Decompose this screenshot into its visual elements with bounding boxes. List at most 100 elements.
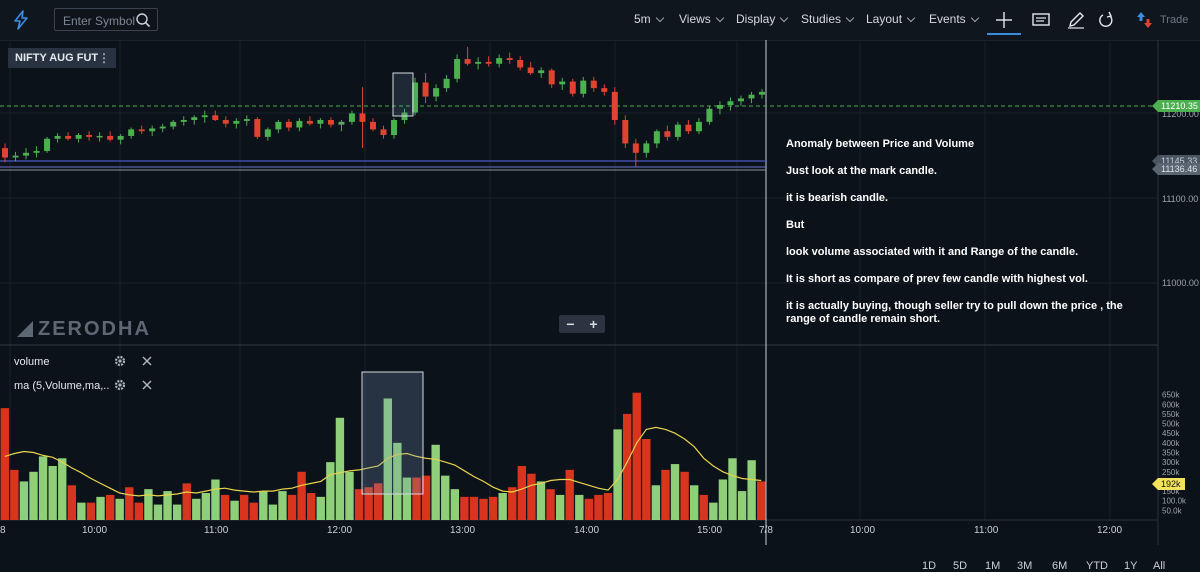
volume-bar bbox=[354, 489, 364, 520]
volume-bar bbox=[728, 458, 737, 520]
volume-bars-group bbox=[0, 392, 766, 520]
candle-body bbox=[748, 94, 755, 99]
chart-area[interactable]: 11200.00 11100.00 11000.00 11210.35 1114… bbox=[0, 40, 1200, 570]
volume-bar bbox=[105, 494, 115, 520]
volume-bar bbox=[709, 502, 718, 520]
time-axis[interactable]: 8 10:00 11:00 12:00 13:00 14:00 15:00 7/… bbox=[0, 525, 1122, 536]
timeframe-1m[interactable]: 1M bbox=[985, 560, 1001, 572]
bolt-icon[interactable] bbox=[10, 9, 32, 31]
chevron-down-icon bbox=[655, 13, 664, 23]
volume-bar bbox=[508, 487, 517, 520]
candle-body bbox=[233, 120, 240, 124]
candle-body bbox=[243, 119, 250, 121]
volume-bar bbox=[259, 491, 268, 520]
volume-bar bbox=[642, 439, 651, 520]
timeframe-1y[interactable]: 1Y bbox=[1124, 560, 1138, 572]
volume-tick: 550k bbox=[1162, 410, 1180, 419]
volume-bar bbox=[153, 504, 163, 520]
gear-icon[interactable] bbox=[113, 378, 127, 392]
studies-menu[interactable]: Studies bbox=[801, 12, 855, 26]
volume-bar bbox=[297, 471, 306, 520]
candle-body bbox=[201, 115, 208, 118]
close-icon[interactable] bbox=[140, 354, 154, 368]
trade-arrows-icon[interactable] bbox=[1134, 9, 1156, 31]
volume-current-marker bbox=[1152, 478, 1185, 490]
candle-body bbox=[475, 61, 482, 64]
timeframe-6m[interactable]: 6M bbox=[1052, 560, 1068, 572]
trade-button[interactable]: Trade bbox=[1160, 14, 1189, 26]
gear-icon[interactable] bbox=[113, 354, 127, 368]
candle-body bbox=[96, 135, 103, 138]
timeframe-5d[interactable]: 5D bbox=[953, 560, 968, 572]
watermark-text: ZERODHA bbox=[38, 318, 151, 340]
annotation-line: look volume associated with it and Range… bbox=[786, 246, 1079, 258]
timeframe-1d[interactable]: 1D bbox=[922, 560, 937, 572]
volume-tick: 350k bbox=[1162, 449, 1180, 458]
volume-axis[interactable]: 650k600k550k500k450k400k350k300k250k200k… bbox=[1162, 391, 1187, 516]
candle-body bbox=[727, 101, 734, 105]
volume-bar bbox=[239, 494, 249, 520]
display-menu[interactable]: Display bbox=[736, 12, 789, 26]
search-input[interactable] bbox=[61, 12, 137, 30]
interval-menu[interactable]: 5m bbox=[634, 12, 664, 26]
volume-bar bbox=[565, 469, 574, 520]
timeframe-ytd[interactable]: YTD bbox=[1086, 560, 1108, 572]
volume-bar bbox=[182, 483, 191, 520]
candle-body bbox=[412, 82, 419, 113]
candle-body bbox=[569, 81, 576, 94]
volume-bar bbox=[383, 398, 392, 520]
level-label-a: 11145.33 bbox=[1161, 156, 1197, 166]
symbol-search[interactable] bbox=[54, 8, 158, 31]
events-menu[interactable]: Events bbox=[929, 12, 979, 26]
volume-bar bbox=[680, 471, 689, 520]
indicator-volume-label: volume bbox=[14, 356, 50, 368]
volume-bar bbox=[622, 413, 632, 520]
interval-label: 5m bbox=[634, 12, 651, 26]
display-label: Display bbox=[736, 12, 776, 26]
layout-menu[interactable]: Layout bbox=[866, 12, 916, 26]
layout-label: Layout bbox=[866, 12, 903, 26]
candle-body bbox=[538, 70, 545, 74]
timeframe-3m[interactable]: 3M bbox=[1017, 560, 1033, 572]
volume-tick: 400k bbox=[1162, 439, 1180, 448]
chevron-down-icon bbox=[780, 13, 789, 23]
search-icon[interactable] bbox=[135, 12, 151, 28]
symbol-tag[interactable]: NIFTY AUG FUT ⋮ bbox=[8, 48, 116, 68]
volume-bar bbox=[86, 502, 96, 520]
candle-body bbox=[254, 119, 261, 137]
volume-bar bbox=[307, 493, 316, 520]
volume-bar bbox=[690, 485, 699, 520]
candle-body bbox=[548, 70, 555, 85]
candle-body bbox=[128, 129, 135, 136]
candle-body bbox=[517, 60, 524, 68]
candle-body bbox=[348, 113, 355, 122]
zoom-out-button[interactable]: − bbox=[566, 316, 575, 332]
candle-body bbox=[601, 88, 608, 92]
candle-body bbox=[54, 135, 61, 139]
annotation-note[interactable]: Anomaly between Price and Volume Just lo… bbox=[786, 138, 1126, 340]
ma-line bbox=[4, 426, 762, 497]
candle-body bbox=[454, 59, 461, 79]
message-icon[interactable] bbox=[1030, 9, 1052, 31]
volume-bar bbox=[584, 498, 594, 520]
zoom-in-button[interactable]: + bbox=[589, 316, 598, 332]
chevron-down-icon bbox=[906, 13, 916, 23]
views-menu[interactable]: Views bbox=[679, 12, 725, 26]
volume-bar bbox=[278, 491, 287, 520]
volume-bar bbox=[192, 498, 201, 520]
crosshair-icon[interactable] bbox=[993, 9, 1015, 31]
price-axis[interactable]: 11200.00 11100.00 11000.00 11210.35 1114… bbox=[1152, 100, 1200, 288]
candle-body bbox=[443, 78, 450, 89]
timeframe-all[interactable]: All bbox=[1153, 560, 1166, 572]
annotation-line: it is bearish candle. bbox=[786, 192, 889, 204]
volume-bar bbox=[144, 489, 153, 520]
pencil-icon[interactable] bbox=[1065, 9, 1087, 31]
more-options-icon[interactable]: ⋮ bbox=[98, 51, 110, 65]
close-icon[interactable] bbox=[140, 378, 154, 392]
volume-bar bbox=[10, 469, 19, 520]
marked-volume-box bbox=[361, 371, 424, 495]
undo-icon[interactable] bbox=[1095, 9, 1117, 31]
time-tick: 12:00 bbox=[327, 525, 352, 536]
time-tick: 10:00 bbox=[82, 525, 107, 536]
time-tick: 11:00 bbox=[204, 525, 229, 536]
